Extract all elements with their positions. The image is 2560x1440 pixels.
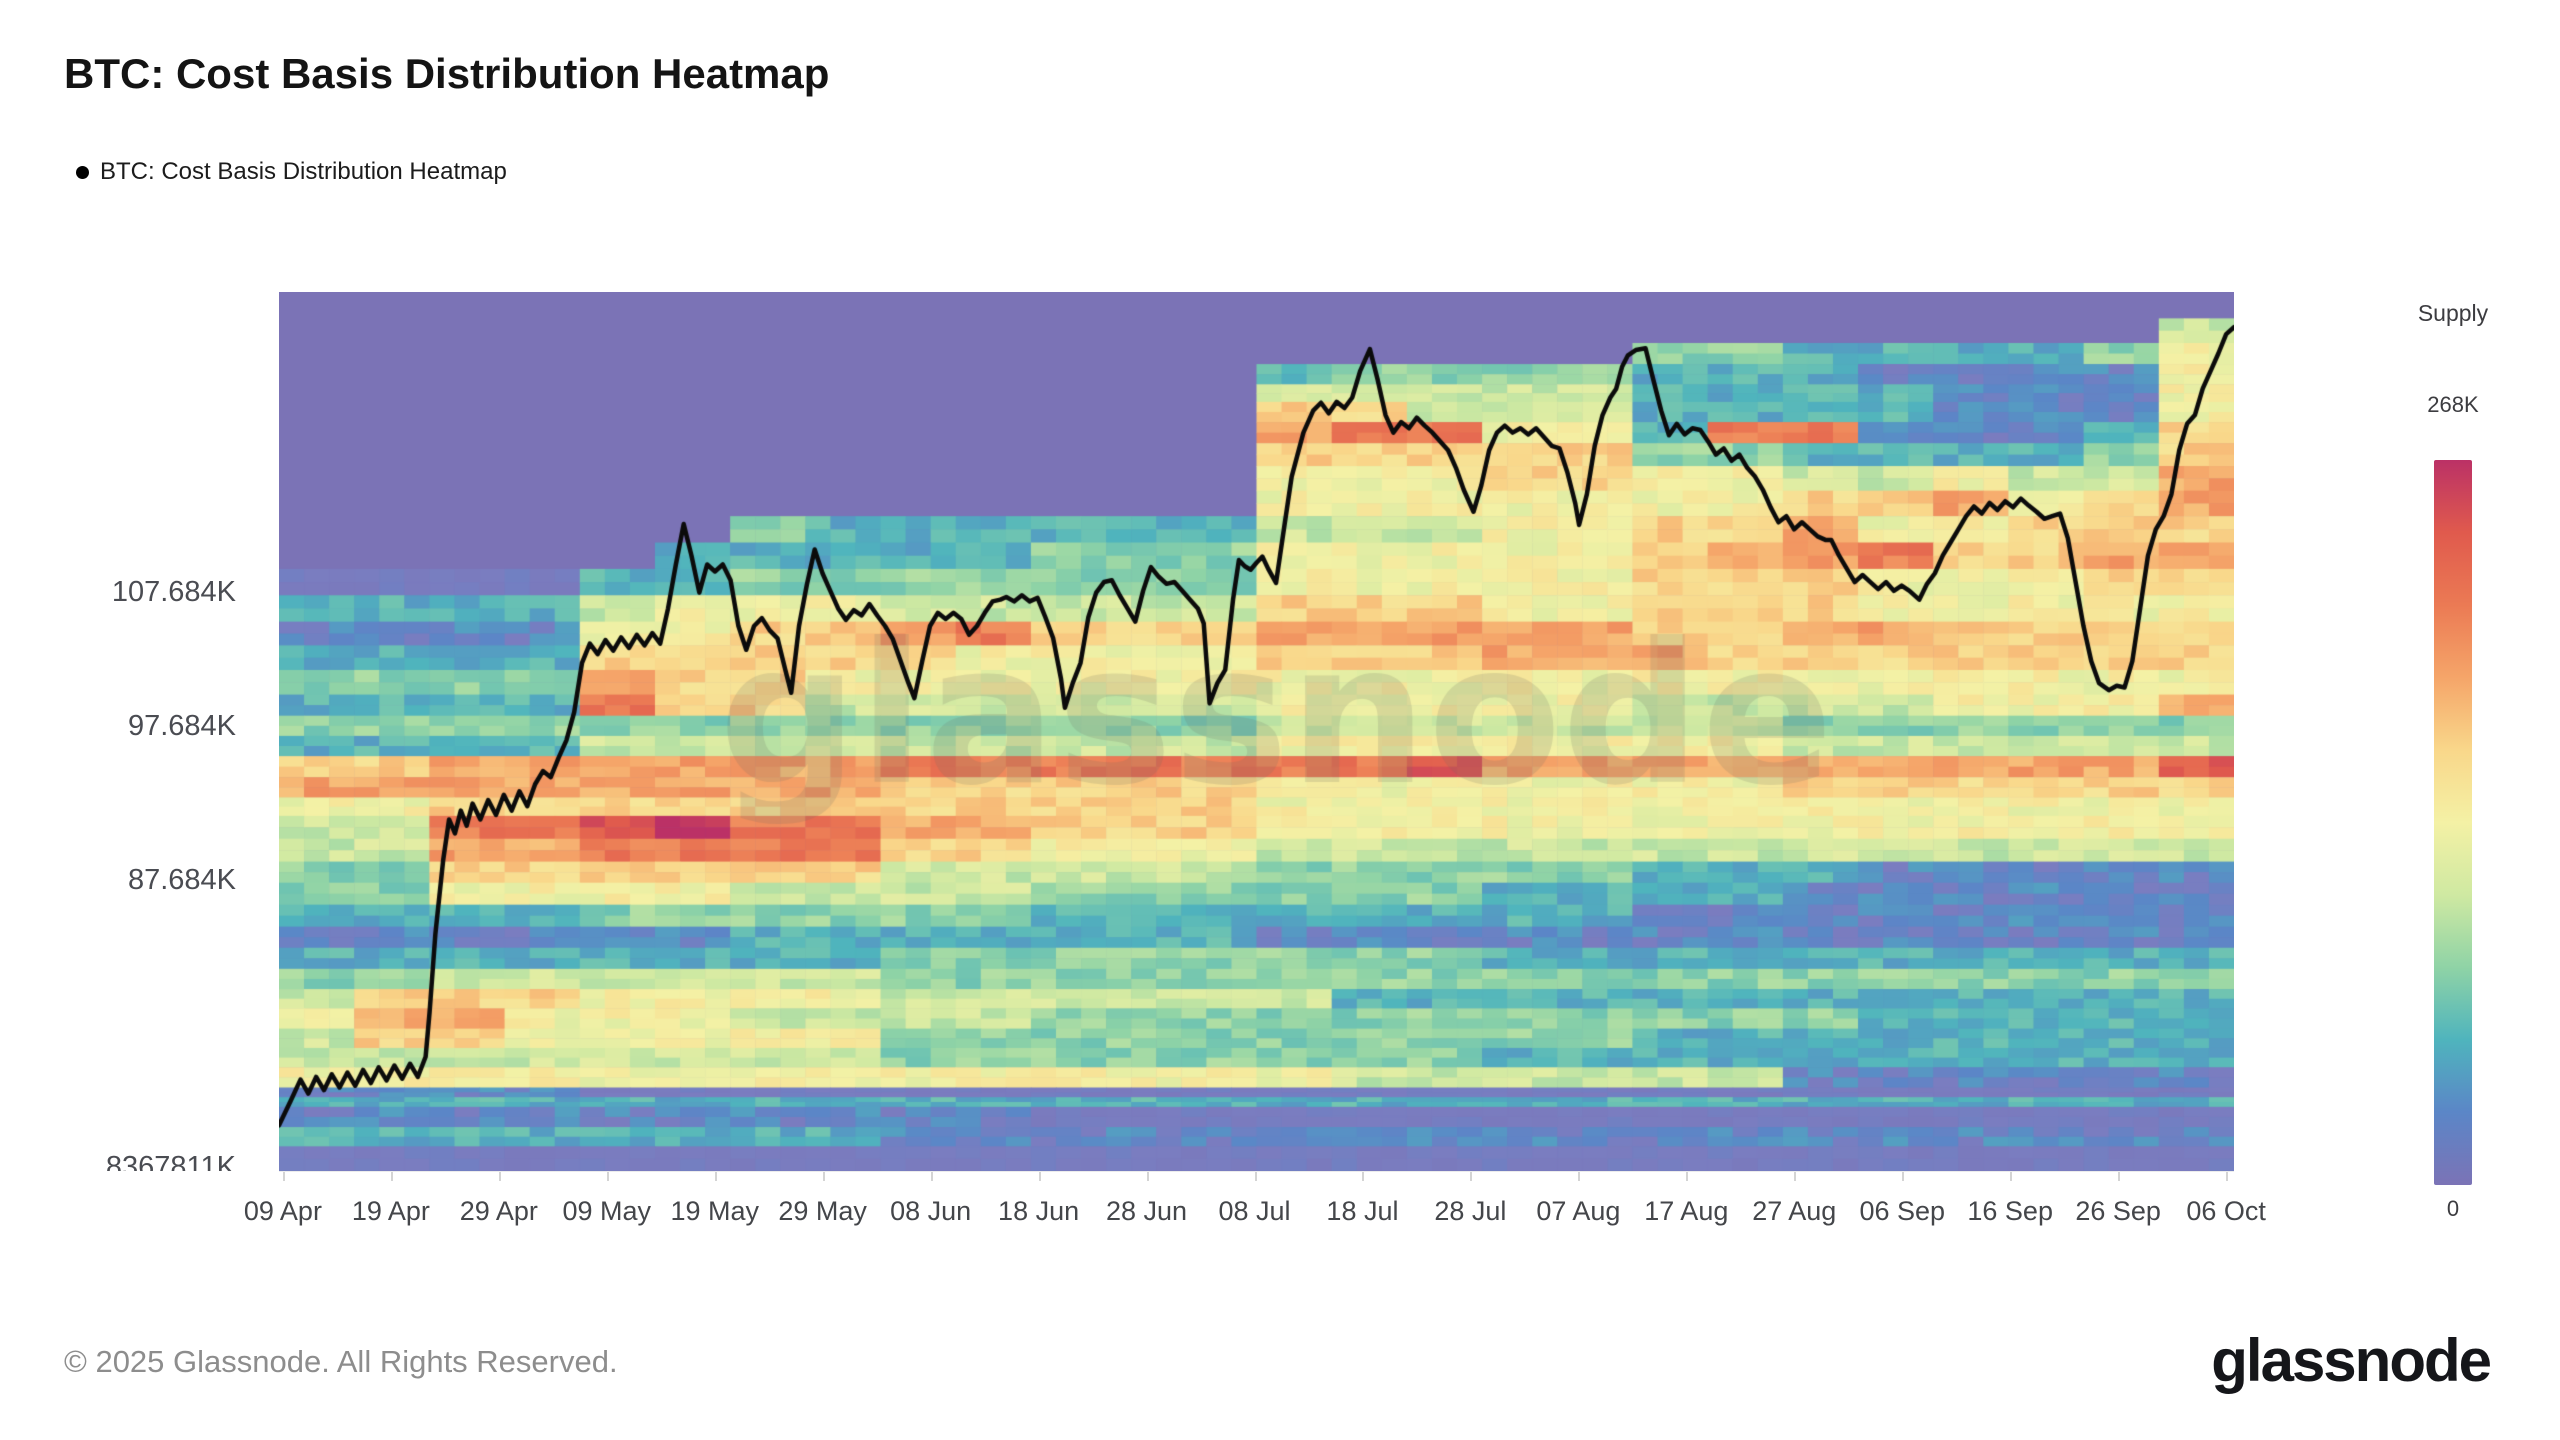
x-axis-tick bbox=[498, 1172, 501, 1181]
legend-label: BTC: Cost Basis Distribution Heatmap bbox=[100, 158, 507, 185]
y-axis-labels: 107.684K 97.684K 87.684K 68367811K bbox=[106, 292, 240, 1171]
x-axis-tick bbox=[1362, 1172, 1365, 1181]
x-axis-tick bbox=[1902, 1172, 1905, 1181]
x-axis-label: 06 Sep bbox=[1859, 1196, 1946, 1226]
footer-copyright: © 2025 Glassnode. All Rights Reserved. bbox=[64, 1344, 618, 1379]
legend: BTC: Cost Basis Distribution Heatmap bbox=[76, 158, 507, 186]
x-axis-label: 28 Jun bbox=[1106, 1196, 1188, 1226]
y-axis-label: 87.684K bbox=[127, 864, 236, 897]
x-axis-label: 09 Apr bbox=[243, 1196, 322, 1226]
brand-logo: glassnode bbox=[2211, 1327, 2492, 1394]
colorbar-title: Supply bbox=[2417, 300, 2489, 326]
x-axis-tick bbox=[2118, 1172, 2121, 1181]
x-axis-tick bbox=[822, 1172, 825, 1181]
x-axis-label: 06 Oct bbox=[2186, 1196, 2266, 1226]
x-axis-tick bbox=[2010, 1172, 2013, 1181]
x-axis-tick bbox=[1794, 1172, 1797, 1181]
page-title: BTC: Cost Basis Distribution Heatmap bbox=[64, 50, 830, 97]
x-axis-tick bbox=[1470, 1172, 1473, 1181]
x-axis-label: 19 Apr bbox=[351, 1196, 430, 1226]
x-axis-tick bbox=[1146, 1172, 1149, 1181]
x-axis-tick bbox=[1578, 1172, 1581, 1181]
colorbar-gradient bbox=[2434, 460, 2472, 1185]
x-axis-tick bbox=[2226, 1172, 2229, 1181]
x-axis-label: 17 Aug bbox=[1644, 1196, 1729, 1226]
x-axis-tick bbox=[390, 1172, 393, 1181]
x-axis-ticks bbox=[279, 1172, 2234, 1184]
x-axis-label: 09 May bbox=[562, 1196, 652, 1226]
heatmap-canvas[interactable] bbox=[279, 292, 2234, 1171]
x-axis-label: 29 Apr bbox=[459, 1196, 538, 1226]
x-axis-tick bbox=[714, 1172, 717, 1181]
x-axis-label: 07 Aug bbox=[1536, 1196, 1621, 1226]
x-axis-label: 18 Jun bbox=[998, 1196, 1080, 1226]
legend-dot-icon bbox=[76, 165, 89, 179]
x-axis-label: 08 Jul bbox=[1218, 1196, 1291, 1226]
x-axis-label: 28 Jul bbox=[1434, 1196, 1507, 1226]
colorbar-max-label: 268K bbox=[2427, 392, 2479, 417]
x-axis-label: 27 Aug bbox=[1752, 1196, 1837, 1226]
x-axis-tick bbox=[282, 1172, 285, 1181]
x-axis-label: 19 May bbox=[670, 1196, 759, 1226]
y-axis-label: 68367811K bbox=[106, 1150, 236, 1171]
x-axis-label: 18 Jul bbox=[1326, 1196, 1399, 1226]
x-axis-label: 08 Jun bbox=[890, 1196, 972, 1226]
x-axis-tick bbox=[606, 1172, 609, 1181]
x-axis-labels: 09 Apr 19 Apr 29 Apr 09 May 19 May 29 May 08 J… bbox=[244, 1196, 2266, 1236]
x-axis-tick bbox=[1254, 1172, 1257, 1181]
colorbar-min-label: 0 bbox=[2446, 1196, 2460, 1221]
x-axis-tick bbox=[1038, 1172, 1041, 1181]
x-axis-tick bbox=[1686, 1172, 1689, 1181]
y-axis-label: 107.684K bbox=[111, 575, 236, 608]
axis-baseline bbox=[279, 1171, 2234, 1172]
x-axis-label: 26 Sep bbox=[2075, 1196, 2161, 1226]
x-axis-label: 29 May bbox=[778, 1196, 867, 1226]
y-axis-label: 97.684K bbox=[127, 710, 236, 743]
x-axis-tick bbox=[930, 1172, 933, 1181]
x-axis-label: 16 Sep bbox=[1967, 1196, 2053, 1226]
